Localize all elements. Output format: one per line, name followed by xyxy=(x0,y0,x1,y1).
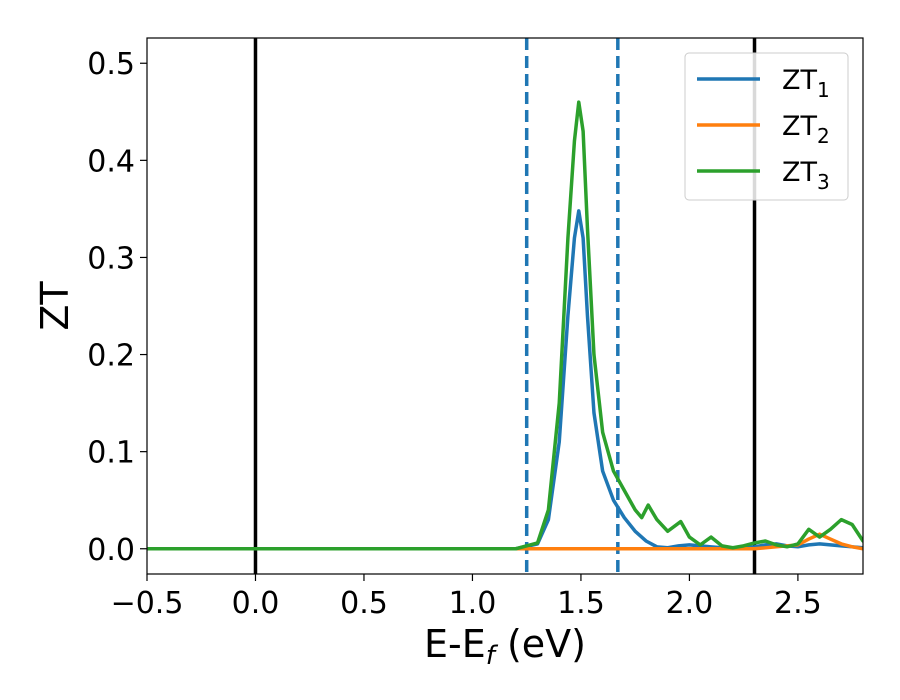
y-tick-label: 0.4 xyxy=(87,144,135,179)
y-axis-title: ZT xyxy=(33,281,77,331)
series-lines xyxy=(147,100,863,551)
series-line-2 xyxy=(147,532,863,551)
y-tick-label: 0.2 xyxy=(87,339,135,374)
x-axis-title: E-Ef (eV) xyxy=(424,622,586,671)
legend-label-3: ZT3 xyxy=(782,157,830,194)
x-axis-ticks: −0.5 0.0 0.5 1.0 1.5 2.0 2.5 xyxy=(111,574,822,621)
x-tick-label: 0.0 xyxy=(232,586,280,621)
y-tick-label: 0.1 xyxy=(87,436,135,471)
legend-label-1: ZT1 xyxy=(782,65,830,102)
x-tick-label: 2.5 xyxy=(774,586,822,621)
legend: ZT1 ZT2 ZT3 xyxy=(684,52,849,201)
y-axis-ticks: 0.0 0.1 0.2 0.3 0.4 0.5 xyxy=(87,47,147,568)
legend-box xyxy=(684,52,849,201)
x-tick-label: −0.5 xyxy=(111,586,184,621)
x-tick-label: 2.0 xyxy=(666,586,714,621)
x-tick-label: 0.5 xyxy=(340,586,388,621)
legend-label-2: ZT2 xyxy=(782,111,830,148)
x-axis-title-units: (eV) xyxy=(495,622,586,666)
series-line-3 xyxy=(147,100,863,551)
x-tick-label: 1.0 xyxy=(449,586,497,621)
y-tick-label: 0.3 xyxy=(87,241,135,276)
plot-frame xyxy=(146,37,864,575)
x-tick-label: 1.5 xyxy=(557,586,605,621)
y-tick-label: 0.0 xyxy=(87,533,135,568)
x-axis-title-main: E-E xyxy=(424,622,486,666)
y-tick-label: 0.5 xyxy=(87,47,135,82)
